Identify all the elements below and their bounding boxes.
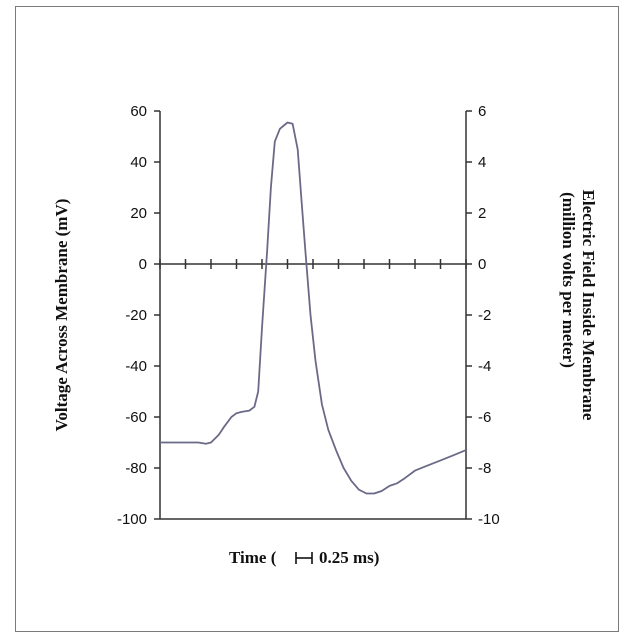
y2-tick-label: 2 (478, 205, 486, 222)
y-tick-label: 60 (130, 103, 147, 120)
y2-tick-label: -8 (478, 460, 491, 477)
y2-tick-label: -6 (478, 409, 491, 426)
y2-tick-label: 4 (478, 154, 486, 171)
voltage-series-line (160, 121, 467, 495)
y-tick-label: -80 (125, 460, 147, 477)
y2-tick-label: 6 (478, 103, 486, 120)
y-tick-label: -20 (125, 307, 147, 324)
y-tick-label: -40 (125, 358, 147, 375)
time-scale-bar-icon (295, 552, 313, 564)
y2-tick-label: -4 (478, 358, 491, 375)
y2-tick-label: 0 (478, 256, 486, 273)
y-tick-label: -60 (125, 409, 147, 426)
y2-axis-title-line2: (million volts per meter) (559, 192, 578, 368)
chart-frame (15, 6, 619, 632)
y-axis-title: Voltage Across Membrane (mV) (52, 199, 71, 432)
y-tick-label: 0 (139, 256, 147, 273)
x-axis-title-prefix: Time ( (229, 548, 277, 567)
y-tick-label: -100 (117, 511, 147, 528)
y2-axis-title-line1: Electric Field Inside Membrane (579, 190, 598, 421)
y-tick-label: 40 (130, 154, 147, 171)
x-axis-title-suffix: 0.25 ms) (319, 548, 379, 567)
y2-tick-label: -10 (478, 511, 500, 528)
y2-tick-label: -2 (478, 307, 491, 324)
y-tick-label: 20 (130, 205, 147, 222)
